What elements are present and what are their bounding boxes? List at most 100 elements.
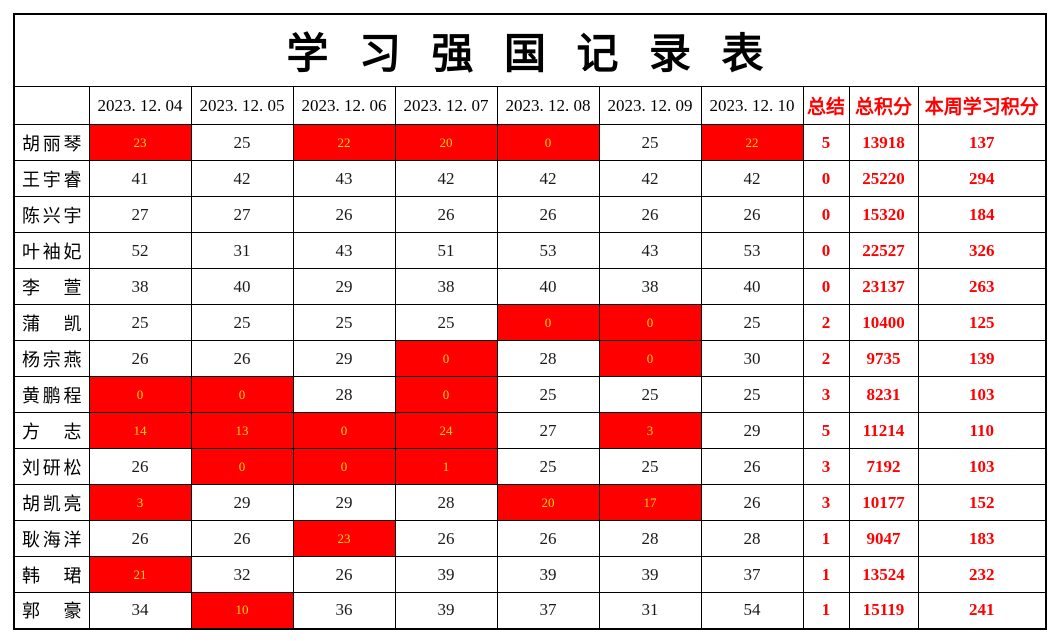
day-cell: 26 [190,520,294,557]
summary-column-header: 总结 [802,86,850,125]
day-cell-highlighted: 20 [496,484,600,521]
name-cell: 方 志 [13,412,90,449]
day-cell: 26 [700,484,804,521]
day-cell-highlighted: 0 [496,124,600,161]
week-column-header: 本周学习积分 [917,86,1047,125]
day-cell: 27 [88,196,192,233]
day-cell: 43 [598,232,702,269]
day-cell: 37 [496,592,600,629]
day-cell: 37 [700,556,804,593]
table-row: 黄鹏程 0 0 28 0 25 25 25 3 8231 103 [13,376,1047,413]
day-cell: 29 [292,268,396,305]
day-cell: 26 [598,196,702,233]
day-cell: 42 [394,160,498,197]
name-cell: 耿海洋 [13,520,90,557]
day-cell: 54 [700,592,804,629]
column-header-row: 2023. 12. 04 2023. 12. 05 2023. 12. 06 2023… [13,86,1047,125]
day-cell: 40 [700,268,804,305]
name-cell: 王宇睿 [13,160,90,197]
day-cell: 26 [394,520,498,557]
summary-cell: 2 [802,340,850,377]
summary-cell: 2 [802,304,850,341]
date-header-3: 2023. 12. 06 [292,86,396,125]
name-column-header [13,86,90,125]
total-cell: 11214 [848,412,919,449]
day-cell: 42 [598,160,702,197]
day-cell: 36 [292,592,396,629]
day-cell-highlighted: 17 [598,484,702,521]
total-cell: 10400 [848,304,919,341]
day-cell: 29 [700,412,804,449]
day-cell-highlighted: 0 [496,304,600,341]
day-cell: 25 [496,448,600,485]
week-cell: 241 [917,592,1047,629]
day-cell-highlighted: 23 [292,520,396,557]
day-cell-highlighted: 10 [190,592,294,629]
table-row: 陈兴宇 27 27 26 26 26 26 26 0 15320 184 [13,196,1047,233]
total-cell: 7192 [848,448,919,485]
summary-cell: 0 [802,232,850,269]
summary-cell: 3 [802,484,850,521]
date-header-6: 2023. 12. 09 [598,86,702,125]
day-cell-highlighted: 22 [292,124,396,161]
day-cell: 28 [292,376,396,413]
table-row: 叶袖妃 52 31 43 51 53 43 53 0 22527 326 [13,232,1047,269]
table-row: 刘研松 26 0 0 1 25 25 26 3 7192 103 [13,448,1047,485]
day-cell: 25 [394,304,498,341]
day-cell: 28 [598,520,702,557]
day-cell: 28 [700,520,804,557]
week-cell: 326 [917,232,1047,269]
day-cell: 32 [190,556,294,593]
total-cell: 10177 [848,484,919,521]
day-cell: 26 [190,340,294,377]
day-cell: 41 [88,160,192,197]
day-cell: 26 [292,556,396,593]
table-body: 胡丽琴 23 25 22 20 0 25 22 5 13918 137 王宇睿 41 42 43 42 42 42… [13,124,1047,629]
day-cell: 25 [700,304,804,341]
week-cell: 263 [917,268,1047,305]
day-cell-highlighted: 0 [88,376,192,413]
day-cell: 52 [88,232,192,269]
table-row: 耿海洋 26 26 23 26 26 28 28 1 9047 183 [13,520,1047,557]
day-cell: 25 [598,376,702,413]
day-cell: 43 [292,232,396,269]
day-cell: 31 [598,592,702,629]
day-cell-highlighted: 0 [394,376,498,413]
week-cell: 103 [917,448,1047,485]
table-row: 杨宗燕 26 26 29 0 28 0 30 2 9735 139 [13,340,1047,377]
day-cell-highlighted: 24 [394,412,498,449]
day-cell: 26 [88,340,192,377]
day-cell: 38 [394,268,498,305]
day-cell: 25 [190,124,294,161]
day-cell: 26 [496,196,600,233]
date-header-2: 2023. 12. 05 [190,86,294,125]
day-cell: 39 [496,556,600,593]
table-row: 胡凯亮 3 29 29 28 20 17 26 3 10177 152 [13,484,1047,521]
day-cell: 28 [394,484,498,521]
day-cell-highlighted: 3 [88,484,192,521]
week-cell: 103 [917,376,1047,413]
day-cell: 25 [598,448,702,485]
day-cell: 25 [700,376,804,413]
date-header-1: 2023. 12. 04 [88,86,192,125]
day-cell: 25 [190,304,294,341]
summary-cell: 1 [802,592,850,629]
day-cell: 26 [496,520,600,557]
day-cell: 29 [292,484,396,521]
day-cell: 40 [496,268,600,305]
day-cell-highlighted: 1 [394,448,498,485]
day-cell: 26 [88,520,192,557]
table-row: 李 萱 38 40 29 38 40 38 40 0 23137 263 [13,268,1047,305]
day-cell: 51 [394,232,498,269]
date-header-5: 2023. 12. 08 [496,86,600,125]
week-cell: 110 [917,412,1047,449]
summary-cell: 3 [802,376,850,413]
day-cell-highlighted: 3 [598,412,702,449]
day-cell-highlighted: 0 [292,448,396,485]
week-cell: 232 [917,556,1047,593]
summary-cell: 1 [802,520,850,557]
name-cell: 胡丽琴 [13,124,90,161]
day-cell: 28 [496,340,600,377]
day-cell: 42 [190,160,294,197]
